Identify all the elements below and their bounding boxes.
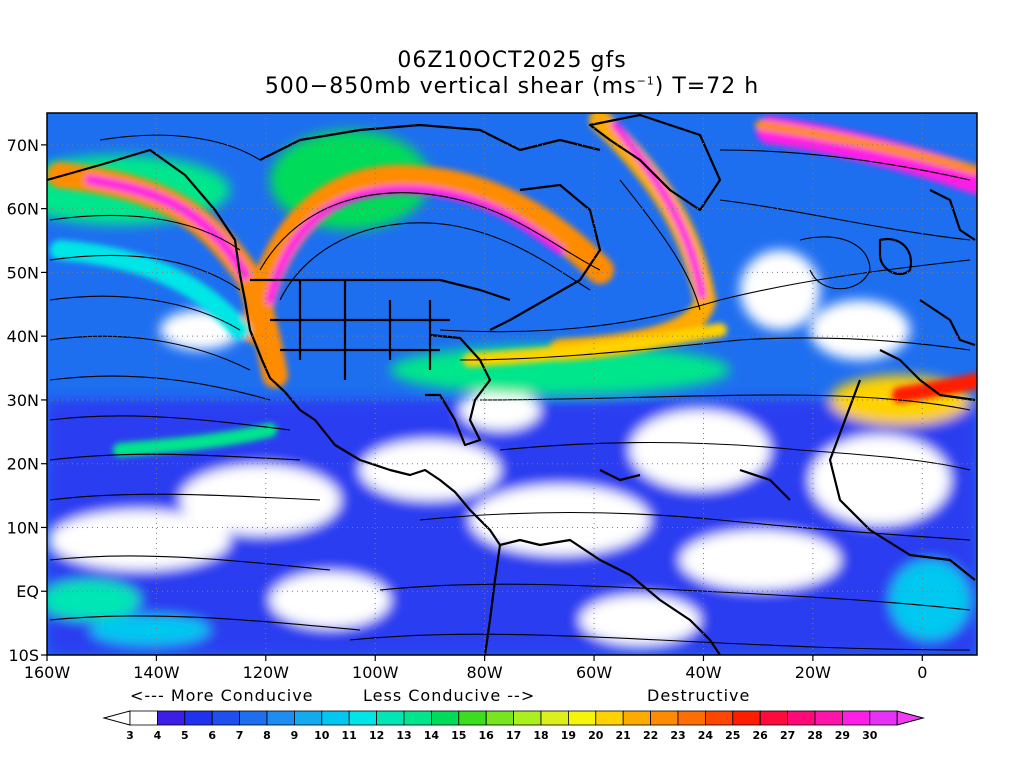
map-frame xyxy=(46,112,978,656)
colorbar-swatch xyxy=(184,710,213,726)
colorbar-swatch xyxy=(622,710,652,726)
chart-title-line1: 06Z10OCT2025 gfs xyxy=(397,48,627,73)
colorbar-swatch xyxy=(677,710,706,726)
colorbar-swatch xyxy=(348,710,378,726)
colorbar-swatch xyxy=(540,710,569,726)
colorbar-swatch xyxy=(732,710,761,726)
colorbar-swatch xyxy=(869,710,898,726)
colorbar-label: 15 xyxy=(451,729,466,742)
colorbar-swatch xyxy=(129,710,158,726)
colorbar-label: 28 xyxy=(807,729,822,742)
title-line2-suffix: ) T=72 h xyxy=(654,74,760,99)
colorbar-label: 7 xyxy=(236,729,244,742)
colorbar-right-arrow xyxy=(896,710,926,726)
colorbar-label: 6 xyxy=(208,729,216,742)
lat-tick-label: 50N xyxy=(7,263,39,282)
lat-tick-label: 10S xyxy=(8,646,39,665)
colorbar-label: 25 xyxy=(725,729,740,742)
colorbar-label: 27 xyxy=(780,729,795,742)
colorbar-swatch xyxy=(814,710,843,726)
lon-tick-label: 40W xyxy=(685,663,721,682)
colorbar-swatch xyxy=(787,710,816,726)
lat-tick-label: EQ xyxy=(16,582,39,601)
colorbar-label: 8 xyxy=(263,729,271,742)
colorbar-label: 23 xyxy=(670,729,685,742)
colorbar-label: 16 xyxy=(479,729,495,742)
colorbar-label: 20 xyxy=(588,729,604,742)
colorbar-label: 12 xyxy=(369,729,384,742)
colorbar-label: 29 xyxy=(835,729,850,742)
streamlines xyxy=(49,134,971,651)
colorbar-swatch xyxy=(430,710,460,726)
graticule xyxy=(47,113,977,655)
colorbar-label: 24 xyxy=(698,729,714,742)
colorbar-swatch xyxy=(485,710,515,726)
colorbar-swatch xyxy=(321,710,350,726)
colorbar-swatch xyxy=(266,710,295,726)
colorbar-label: 14 xyxy=(424,729,440,742)
colorbar-swatch xyxy=(156,710,186,726)
lat-tick-label: 30N xyxy=(7,391,39,410)
colorbar-swatch xyxy=(568,710,597,726)
lon-tick-label: 20W xyxy=(795,663,831,682)
lon-tick-label: 140W xyxy=(133,663,180,682)
lon-tick-label: 60W xyxy=(576,663,612,682)
latitude-axis: 70N 60N 50N 40N 30N 20N 10N EQ 10S xyxy=(7,136,47,665)
colorbar-label: 13 xyxy=(396,729,411,742)
colorbar-label: 19 xyxy=(561,729,576,742)
colorbar: 3 4 5 6 7 8 9 10 11 12 13 14 15 16 17 18 19 20 21 22 23 24 25 2… xyxy=(102,710,926,742)
colorbar-swatch xyxy=(239,710,268,726)
colorbar-label: 5 xyxy=(181,729,189,742)
colorbar-swatch xyxy=(293,710,323,726)
colorbar-label: 26 xyxy=(753,729,769,742)
colorbar-swatch xyxy=(842,710,871,726)
lat-tick-label: 70N xyxy=(7,136,39,155)
lon-tick-label: 0 xyxy=(917,663,927,682)
lat-tick-label: 40N xyxy=(7,327,39,346)
lat-tick-label: 20N xyxy=(7,455,39,474)
colorbar-swatch xyxy=(376,710,405,726)
colorbar-label: 22 xyxy=(643,729,658,742)
chart-title-line2: 500−850mb vertical shear (ms−1) T=72 h xyxy=(0,74,1024,99)
lon-tick-label: 80W xyxy=(467,663,503,682)
colorbar-label: 4 xyxy=(154,729,162,742)
colorbar-swatch xyxy=(513,710,542,726)
colorbar-swatch xyxy=(759,710,789,726)
colorbar-label: 21 xyxy=(616,729,631,742)
colorbar-label: 9 xyxy=(291,729,299,742)
title-line2-superscript: −1 xyxy=(636,74,655,88)
lat-tick-label: 60N xyxy=(7,200,39,219)
colorbar-label: 30 xyxy=(862,729,878,742)
colorbar-label: 18 xyxy=(533,729,548,742)
colorbar-swatch xyxy=(211,710,240,726)
colorbar-swatch xyxy=(705,710,734,726)
colorbar-left-arrow xyxy=(102,710,131,726)
colorbar-swatch xyxy=(458,710,487,726)
colorbar-label: 17 xyxy=(506,729,521,742)
colorbar-label: 3 xyxy=(126,729,134,742)
lon-tick-label: 160W xyxy=(24,663,71,682)
colorbar-swatch xyxy=(403,710,432,726)
lat-tick-label: 10N xyxy=(7,518,39,537)
colorbar-label: 10 xyxy=(314,729,330,742)
colorbar-label: 11 xyxy=(342,729,357,742)
longitude-axis: 160W 140W 120W 100W 80W 60W 40W 20W 0 xyxy=(24,655,927,682)
destructive-label: Destructive xyxy=(647,686,751,705)
colorbar-swatch xyxy=(650,710,679,726)
title-line2-prefix: 500−850mb vertical shear (ms xyxy=(264,74,637,99)
coastlines xyxy=(47,113,976,655)
more-conducive-label: <--- More Conducive xyxy=(130,686,314,705)
less-conducive-label: Less Conducive --> xyxy=(363,686,536,705)
lon-tick-label: 120W xyxy=(243,663,290,682)
lon-tick-label: 100W xyxy=(352,663,399,682)
colorbar-swatch xyxy=(595,710,624,726)
